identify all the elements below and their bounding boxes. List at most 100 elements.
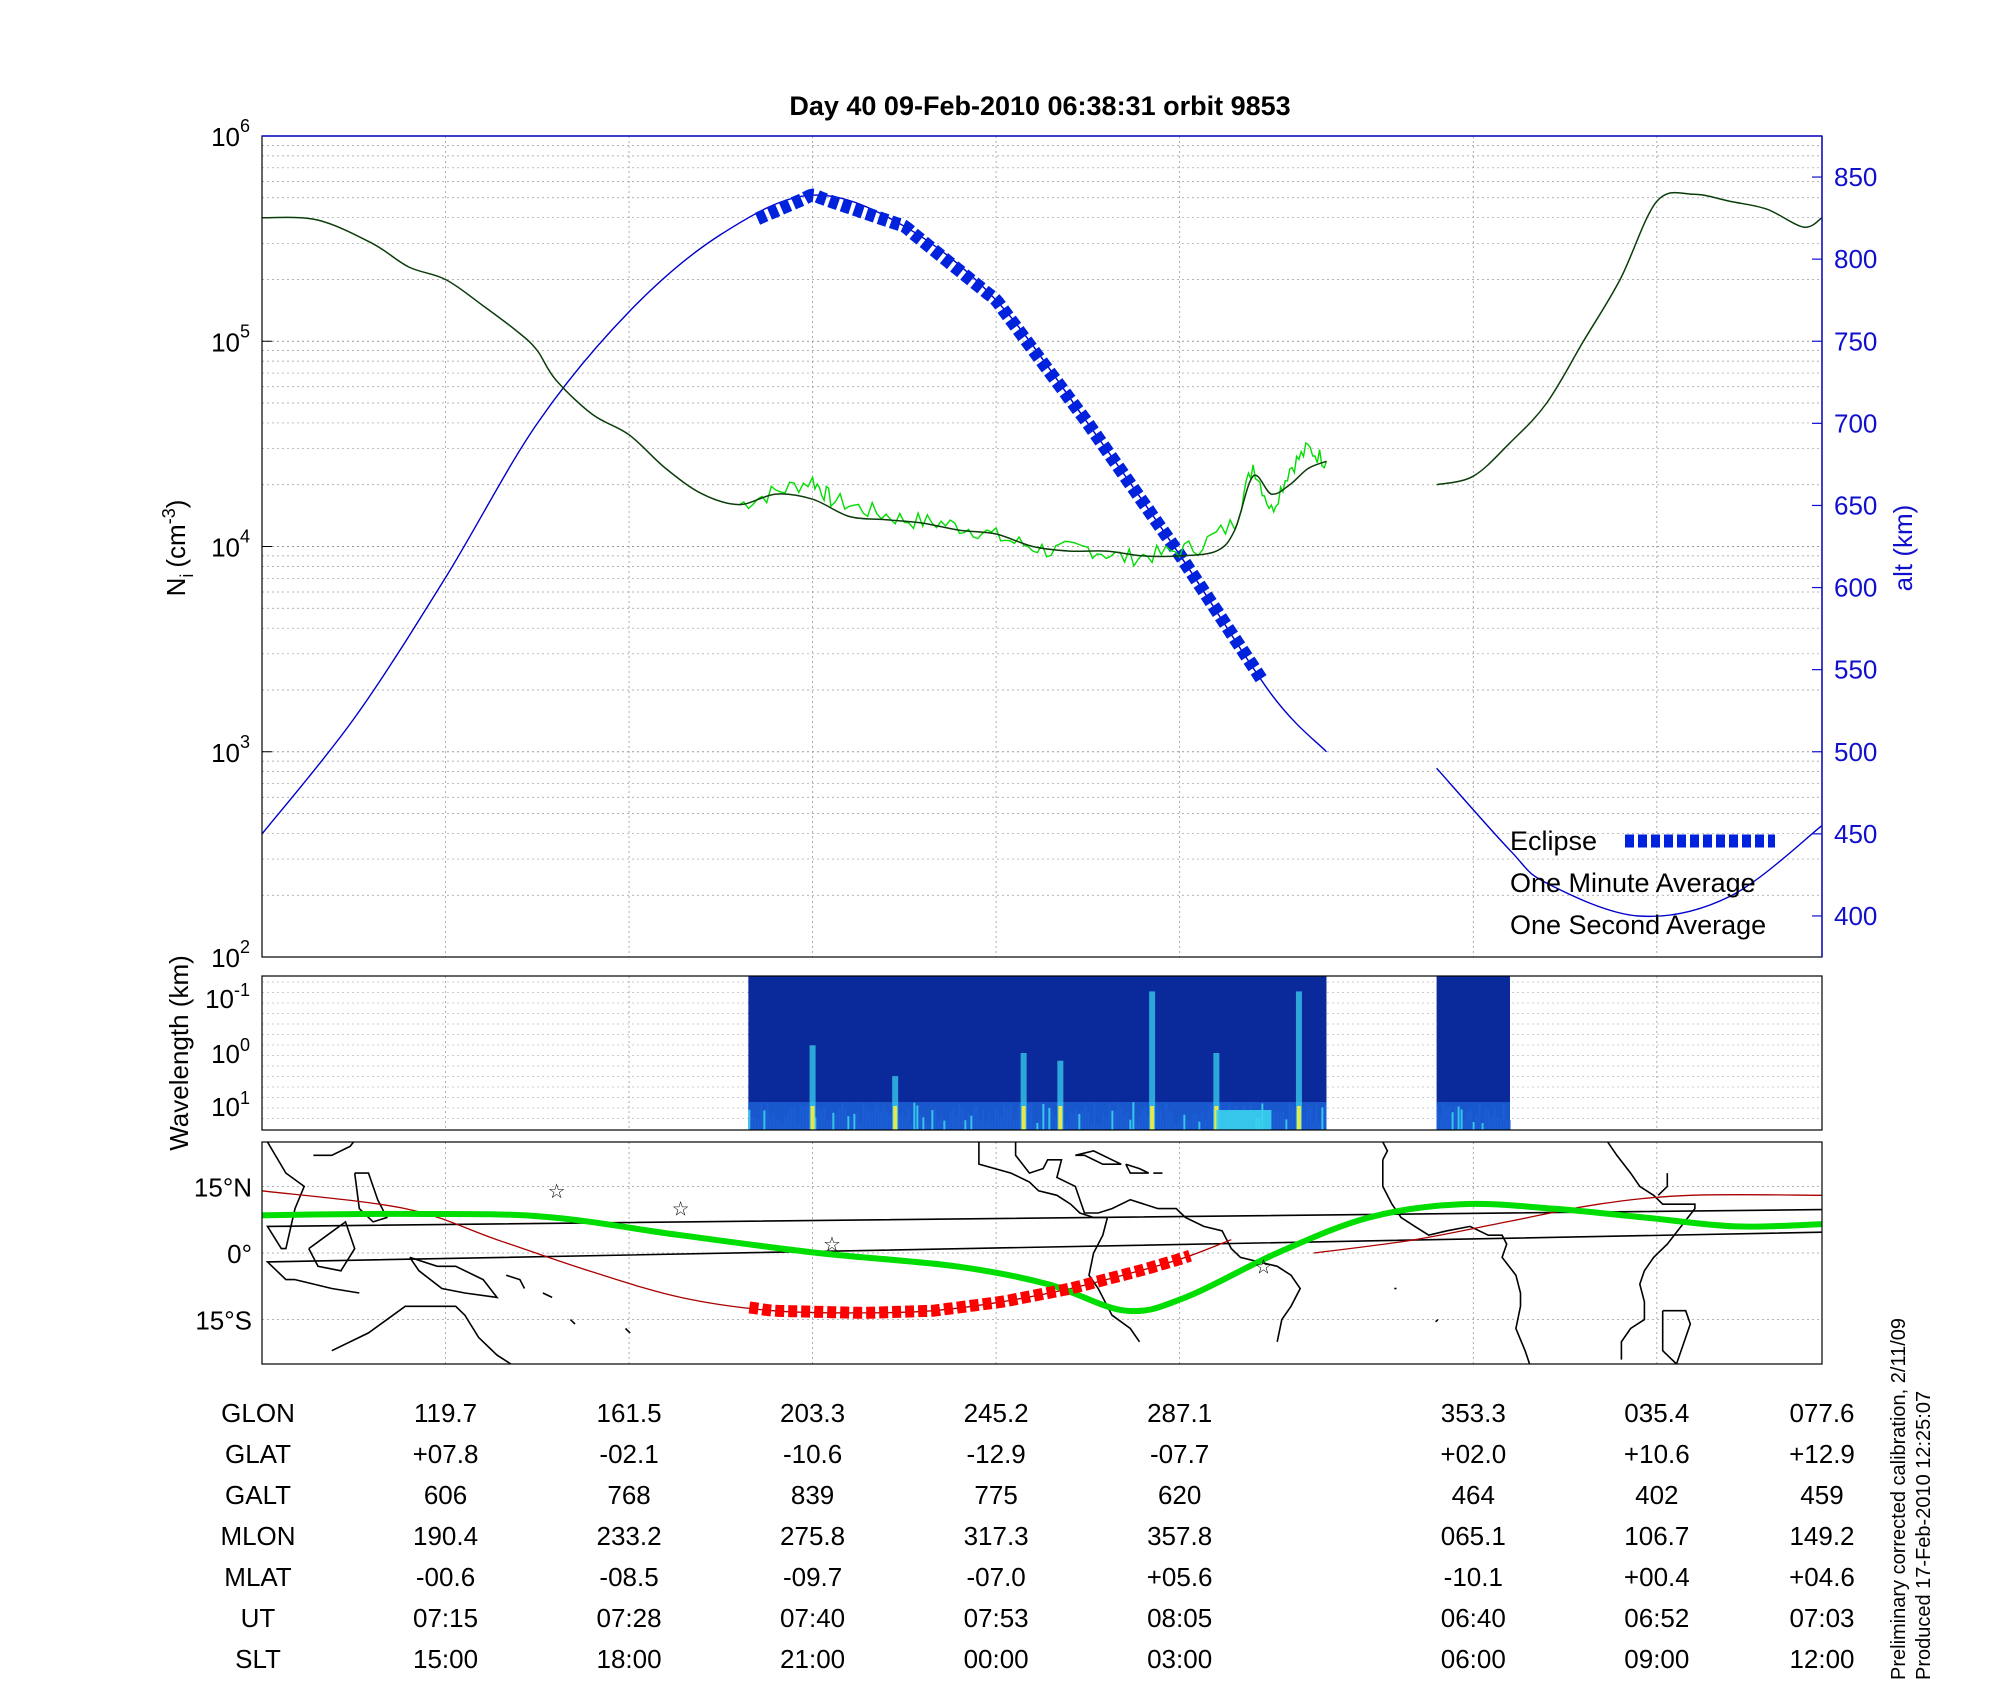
- spectrogram-cell: [1451, 1112, 1454, 1130]
- coastline: [266, 1142, 1822, 1250]
- map-axes-box: [261, 1141, 1823, 1365]
- spectrogram-cell: [1192, 1113, 1195, 1130]
- spectrogram-cell: [856, 1111, 859, 1130]
- density-tick-exponent: 4: [240, 527, 250, 547]
- coastline: [1382, 1159, 1531, 1364]
- spectrogram-cell: [952, 1108, 955, 1130]
- spectrogram-cell: [1180, 1116, 1183, 1130]
- star-marker: ☆: [548, 1181, 566, 1203]
- legend-one-second-label: One Second Average: [1510, 910, 1766, 940]
- altitude-tick-label: 700: [1834, 408, 1877, 438]
- coastline: [978, 1142, 1141, 1343]
- table-cell: 161.5: [597, 1398, 662, 1428]
- spectrogram-cell: [763, 1110, 766, 1130]
- table-cell: 106.7: [1624, 1521, 1689, 1551]
- spectrogram-tick-label: 100: [211, 1035, 250, 1069]
- altitude-tick-label: 450: [1834, 819, 1877, 849]
- star-marker: ☆: [823, 1234, 841, 1256]
- spectrogram-cell: [1114, 1110, 1117, 1130]
- table-cell: 768: [607, 1480, 650, 1510]
- spectrogram-spike: [1020, 1053, 1027, 1130]
- table-cell: 21:00: [780, 1644, 845, 1674]
- table-row-label: MLON: [220, 1521, 295, 1551]
- spectrogram-cell: [820, 1109, 823, 1130]
- spectrogram-cell: [1487, 1109, 1490, 1130]
- table-cell: 07:53: [964, 1603, 1029, 1633]
- footer-calibration: Preliminary corrected calibration, 2/11/…: [1888, 1318, 1910, 1680]
- table-row-label: GLAT: [225, 1439, 291, 1469]
- density-tick-exponent: 6: [240, 116, 250, 136]
- spectrogram-cell: [1156, 1105, 1159, 1130]
- spectrogram-cell: [994, 1109, 997, 1130]
- table-cell: 06:00: [1441, 1644, 1506, 1674]
- spectrogram-cell: [805, 1105, 808, 1130]
- altitude-tick-label: 550: [1834, 655, 1877, 685]
- altitude-tick-label: 800: [1834, 244, 1877, 274]
- spectrogram-cell: [1138, 1117, 1141, 1130]
- spectrogram-cell: [985, 1122, 988, 1130]
- spectrogram-cell: [1279, 1112, 1282, 1130]
- table-cell: -09.7: [783, 1562, 842, 1592]
- table-row-label: SLT: [235, 1644, 281, 1674]
- density-tick-base: 10: [211, 738, 240, 768]
- spectrogram-cell: [871, 1111, 874, 1130]
- spectrogram-cell: [1183, 1114, 1186, 1130]
- spectrogram-cell: [1093, 1102, 1096, 1130]
- spectrogram-cell: [889, 1114, 892, 1130]
- table-cell: 03:00: [1147, 1644, 1212, 1674]
- spectrogram-cell: [913, 1102, 916, 1130]
- table-cell: 353.3: [1441, 1398, 1506, 1428]
- coastline: [542, 1292, 553, 1299]
- table-cell: +02.0: [1440, 1439, 1506, 1469]
- spectrogram-heatmap: [748, 976, 1511, 1130]
- spectrogram-cell: [1042, 1103, 1045, 1130]
- spectrogram-cell: [796, 1122, 799, 1130]
- spectrogram-cell: [1108, 1104, 1111, 1130]
- table-cell: +00.4: [1624, 1562, 1690, 1592]
- table-cell: -07.7: [1150, 1439, 1209, 1469]
- spectrogram-spike: [1057, 1060, 1064, 1130]
- density-axis-label-unit-close: ): [161, 500, 191, 509]
- table-cell: -08.5: [599, 1562, 658, 1592]
- coastline: [265, 1231, 1822, 1281]
- spectrogram-cell: [1141, 1109, 1144, 1130]
- spectrogram-cell: [1003, 1103, 1006, 1130]
- coastline: [1661, 1309, 1692, 1364]
- chart-title: Day 40 09-Feb-2010 06:38:31 orbit 9853: [789, 91, 1290, 121]
- table-cell: -07.0: [966, 1562, 1025, 1592]
- altitude-y-ticks: 400 450 500 550 600 650 700 750 800 850: [1812, 162, 1877, 931]
- spectrogram-cell: [901, 1112, 904, 1130]
- spectrogram-cell: [1159, 1109, 1162, 1130]
- spectrogram-cell: [1303, 1121, 1306, 1130]
- spectrogram-cell: [907, 1108, 910, 1130]
- spectrogram-cell: [1048, 1107, 1051, 1130]
- spectrogram-cell: [1460, 1109, 1463, 1130]
- footer: Preliminary corrected calibration, 2/11/…: [1888, 1318, 1935, 1680]
- spectrogram-cell: [781, 1123, 784, 1130]
- spectrogram-cell: [1126, 1111, 1129, 1130]
- spectrogram-cell: [778, 1121, 781, 1130]
- spectrogram-cell: [910, 1123, 913, 1130]
- spectrogram-cell: [886, 1111, 889, 1130]
- spectrogram-cell: [925, 1122, 928, 1130]
- spectrogram-cell: [1306, 1106, 1309, 1130]
- coastline: [331, 1305, 512, 1364]
- table-cell: 620: [1158, 1480, 1201, 1510]
- spectrogram-cell: [1099, 1123, 1102, 1130]
- density-tick-base: 10: [211, 327, 240, 357]
- spectrogram-axis-label: Wavelength (km): [164, 955, 194, 1151]
- density-axis-label-subscript: i: [177, 574, 197, 578]
- spectrogram-cell: [982, 1108, 985, 1130]
- spectrogram-axes-box: [261, 975, 1823, 1131]
- spectrogram-cell: [862, 1102, 865, 1130]
- map-tick-label: 15°N: [194, 1172, 252, 1202]
- spectrogram-cell: [1448, 1105, 1451, 1130]
- table-cell: 203.3: [780, 1398, 845, 1428]
- table-cell: 149.2: [1789, 1521, 1854, 1551]
- spectrogram-cell: [790, 1107, 793, 1130]
- spectrogram-cell: [1135, 1122, 1138, 1130]
- spectrogram-cell: [1210, 1104, 1213, 1130]
- altitude-tick-label: 500: [1834, 737, 1877, 767]
- spectrogram-cell: [748, 1109, 751, 1130]
